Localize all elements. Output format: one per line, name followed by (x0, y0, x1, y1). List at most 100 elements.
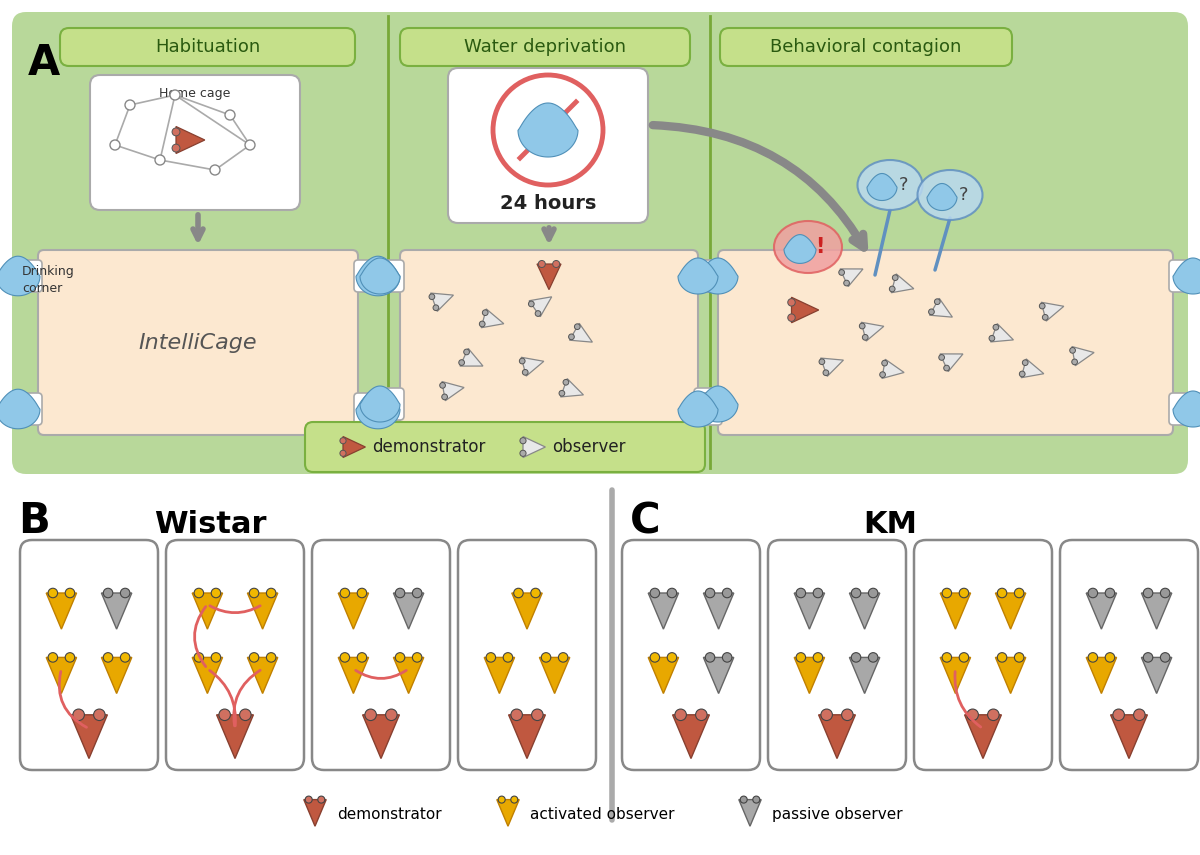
Circle shape (482, 310, 488, 315)
Circle shape (211, 588, 221, 598)
FancyBboxPatch shape (312, 540, 450, 770)
Circle shape (340, 652, 349, 662)
Circle shape (553, 261, 559, 268)
Ellipse shape (918, 170, 983, 220)
Circle shape (458, 360, 464, 365)
Text: Behavioral contagion: Behavioral contagion (770, 38, 961, 56)
Polygon shape (941, 593, 971, 629)
Circle shape (752, 796, 760, 803)
Circle shape (266, 588, 276, 598)
Circle shape (844, 280, 850, 286)
Polygon shape (176, 127, 205, 154)
Polygon shape (930, 298, 953, 317)
Circle shape (823, 370, 829, 375)
Polygon shape (394, 657, 424, 693)
Circle shape (385, 709, 397, 721)
Circle shape (1112, 709, 1124, 721)
Polygon shape (673, 715, 709, 758)
Circle shape (541, 652, 551, 662)
Circle shape (959, 652, 968, 662)
Circle shape (94, 709, 106, 721)
Circle shape (172, 144, 180, 152)
Circle shape (305, 796, 312, 803)
Circle shape (250, 652, 259, 662)
Text: Habituation: Habituation (155, 38, 260, 56)
Text: ?: ? (899, 176, 908, 194)
Text: A: A (28, 42, 60, 84)
Circle shape (120, 652, 130, 662)
Polygon shape (648, 657, 679, 693)
Circle shape (740, 796, 748, 803)
Text: Home cage: Home cage (160, 87, 230, 100)
Text: !: ! (815, 237, 824, 257)
Circle shape (1144, 588, 1153, 598)
Circle shape (73, 709, 84, 721)
Circle shape (535, 310, 541, 316)
Circle shape (539, 261, 545, 268)
Circle shape (722, 588, 732, 598)
Circle shape (650, 652, 660, 662)
FancyBboxPatch shape (372, 388, 404, 420)
Polygon shape (794, 593, 824, 629)
Polygon shape (965, 715, 1001, 758)
Polygon shape (338, 657, 368, 693)
Polygon shape (1174, 391, 1200, 427)
Circle shape (859, 323, 865, 329)
Circle shape (994, 324, 998, 330)
Circle shape (559, 391, 565, 396)
Circle shape (1019, 371, 1025, 377)
Text: demonstrator: demonstrator (372, 438, 485, 456)
Circle shape (110, 140, 120, 150)
Polygon shape (821, 358, 844, 376)
Polygon shape (1086, 657, 1117, 693)
Circle shape (851, 588, 860, 598)
Circle shape (65, 652, 74, 662)
Circle shape (514, 588, 523, 598)
FancyBboxPatch shape (1169, 393, 1200, 425)
Polygon shape (362, 715, 400, 758)
Polygon shape (360, 386, 400, 422)
Circle shape (938, 355, 944, 360)
Circle shape (869, 652, 878, 662)
Circle shape (463, 349, 469, 355)
FancyBboxPatch shape (690, 393, 722, 425)
Circle shape (575, 324, 580, 329)
Circle shape (520, 438, 526, 444)
FancyBboxPatch shape (1060, 540, 1198, 770)
Polygon shape (892, 274, 914, 292)
Circle shape (814, 588, 823, 598)
Circle shape (245, 140, 256, 150)
Polygon shape (101, 593, 132, 629)
Text: ?: ? (959, 186, 968, 204)
FancyBboxPatch shape (720, 28, 1012, 66)
Polygon shape (529, 297, 552, 316)
Ellipse shape (774, 221, 842, 273)
Circle shape (942, 652, 952, 662)
Circle shape (48, 652, 58, 662)
Circle shape (365, 709, 377, 721)
Polygon shape (343, 437, 365, 457)
Circle shape (120, 588, 130, 598)
Circle shape (1105, 652, 1115, 662)
Circle shape (1022, 360, 1028, 366)
Circle shape (569, 334, 575, 339)
Circle shape (103, 588, 113, 598)
Text: C: C (630, 500, 661, 542)
Circle shape (1069, 347, 1075, 353)
Circle shape (814, 652, 823, 662)
Circle shape (929, 309, 935, 315)
Polygon shape (523, 437, 545, 457)
Polygon shape (1042, 303, 1064, 321)
Text: Wistar: Wistar (154, 510, 266, 539)
Circle shape (674, 709, 686, 721)
Circle shape (395, 588, 404, 598)
Circle shape (340, 588, 349, 598)
Circle shape (1105, 588, 1115, 598)
Circle shape (340, 451, 346, 457)
Circle shape (650, 588, 660, 598)
Circle shape (1144, 652, 1153, 662)
Polygon shape (570, 323, 593, 342)
FancyBboxPatch shape (10, 393, 42, 425)
Polygon shape (1086, 593, 1117, 629)
Circle shape (1088, 588, 1098, 598)
